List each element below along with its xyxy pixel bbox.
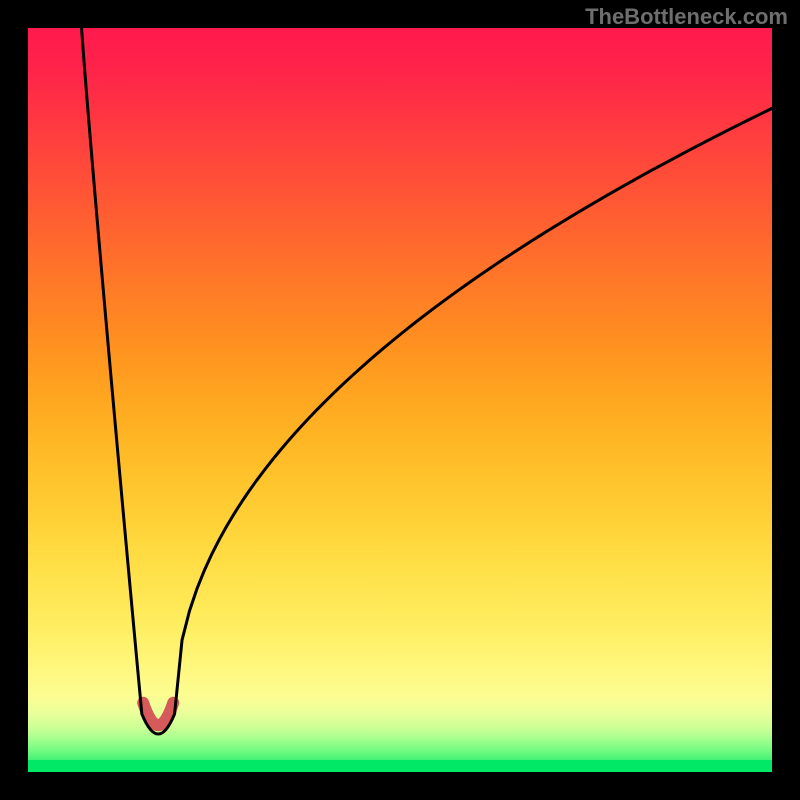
- bottleneck-dip-marker: [143, 703, 173, 725]
- watermark-text: TheBottleneck.com: [585, 4, 788, 30]
- curve-overlay: [0, 0, 800, 800]
- chart-container: TheBottleneck.com: [0, 0, 800, 800]
- bottleneck-curve: [82, 28, 772, 734]
